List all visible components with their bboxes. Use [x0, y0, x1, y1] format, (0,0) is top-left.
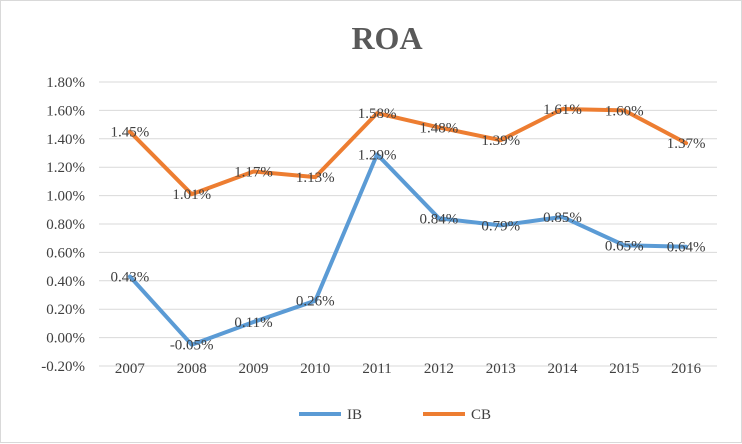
- x-tick-label: 2010: [300, 361, 330, 377]
- y-tick-label: 0.60%: [46, 245, 85, 261]
- data-label-cb: 1.61%: [543, 102, 582, 118]
- x-tick-label: 2013: [486, 361, 516, 377]
- series-line-ib: [127, 152, 689, 347]
- legend: IB CB: [299, 407, 491, 423]
- legend-label-cb: CB: [471, 407, 491, 423]
- data-label-ib: 0.65%: [605, 238, 644, 254]
- y-tick-label: 1.80%: [46, 75, 85, 91]
- data-label-cb: 1.45%: [111, 125, 150, 141]
- data-label-ib: -0.05%: [170, 338, 214, 354]
- data-label-ib: 0.43%: [111, 270, 150, 286]
- data-label-ib: 0.26%: [296, 294, 335, 310]
- chart-title: ROA: [351, 20, 422, 56]
- gridlines: [99, 81, 717, 367]
- x-tick-label: 2008: [177, 361, 207, 377]
- y-tick-label: 1.60%: [46, 103, 85, 119]
- y-axis-labels: -0.20% 0.00% 0.20% 0.40% 0.60% 0.80% 1.00% 1.20…: [41, 75, 85, 375]
- data-labels: 0.43% -0.05% 0.11% 0.26% 1.29% 0.84% 0.79% 0.85…: [111, 102, 706, 354]
- data-label-ib: 0.84%: [420, 211, 459, 227]
- y-tick-label: 1.20%: [46, 160, 85, 176]
- data-label-cb: 1.37%: [667, 136, 706, 152]
- y-tick-label: 0.00%: [46, 331, 85, 347]
- x-tick-label: 2015: [609, 361, 639, 377]
- y-tick-label: 0.40%: [46, 274, 85, 290]
- x-tick-label: 2014: [548, 361, 579, 377]
- data-label-ib: 0.64%: [667, 240, 706, 256]
- data-label-ib: 0.85%: [543, 210, 582, 226]
- x-axis-labels: 2007 2008 2009 2010 2011 2012 2013 2014 2015 2016: [115, 361, 702, 377]
- data-label-cb: 1.17%: [234, 164, 273, 180]
- x-tick-label: 2011: [362, 361, 391, 377]
- y-tick-label: 1.00%: [46, 189, 85, 205]
- data-label-ib: 0.79%: [481, 218, 520, 234]
- x-tick-label: 2007: [115, 361, 146, 377]
- data-label-cb: 1.01%: [172, 187, 211, 203]
- series-line-cb: [127, 107, 689, 197]
- data-label-cb: 1.48%: [420, 120, 459, 136]
- y-tick-label: -0.20%: [41, 359, 85, 375]
- series-lines: [127, 107, 689, 347]
- data-label-cb: 1.60%: [605, 103, 644, 119]
- data-label-ib: 1.29%: [358, 147, 397, 163]
- x-tick-label: 2009: [239, 361, 269, 377]
- data-label-cb: 1.13%: [296, 170, 335, 186]
- data-label-ib: 0.11%: [234, 315, 272, 331]
- y-tick-label: 0.80%: [46, 217, 85, 233]
- legend-label-ib: IB: [347, 407, 362, 423]
- y-tick-label: 1.40%: [46, 132, 85, 148]
- x-tick-label: 2016: [671, 361, 702, 377]
- y-tick-label: 0.20%: [46, 302, 85, 318]
- x-tick-label: 2012: [424, 361, 454, 377]
- data-label-cb: 1.58%: [358, 106, 397, 122]
- data-label-cb: 1.39%: [481, 133, 520, 149]
